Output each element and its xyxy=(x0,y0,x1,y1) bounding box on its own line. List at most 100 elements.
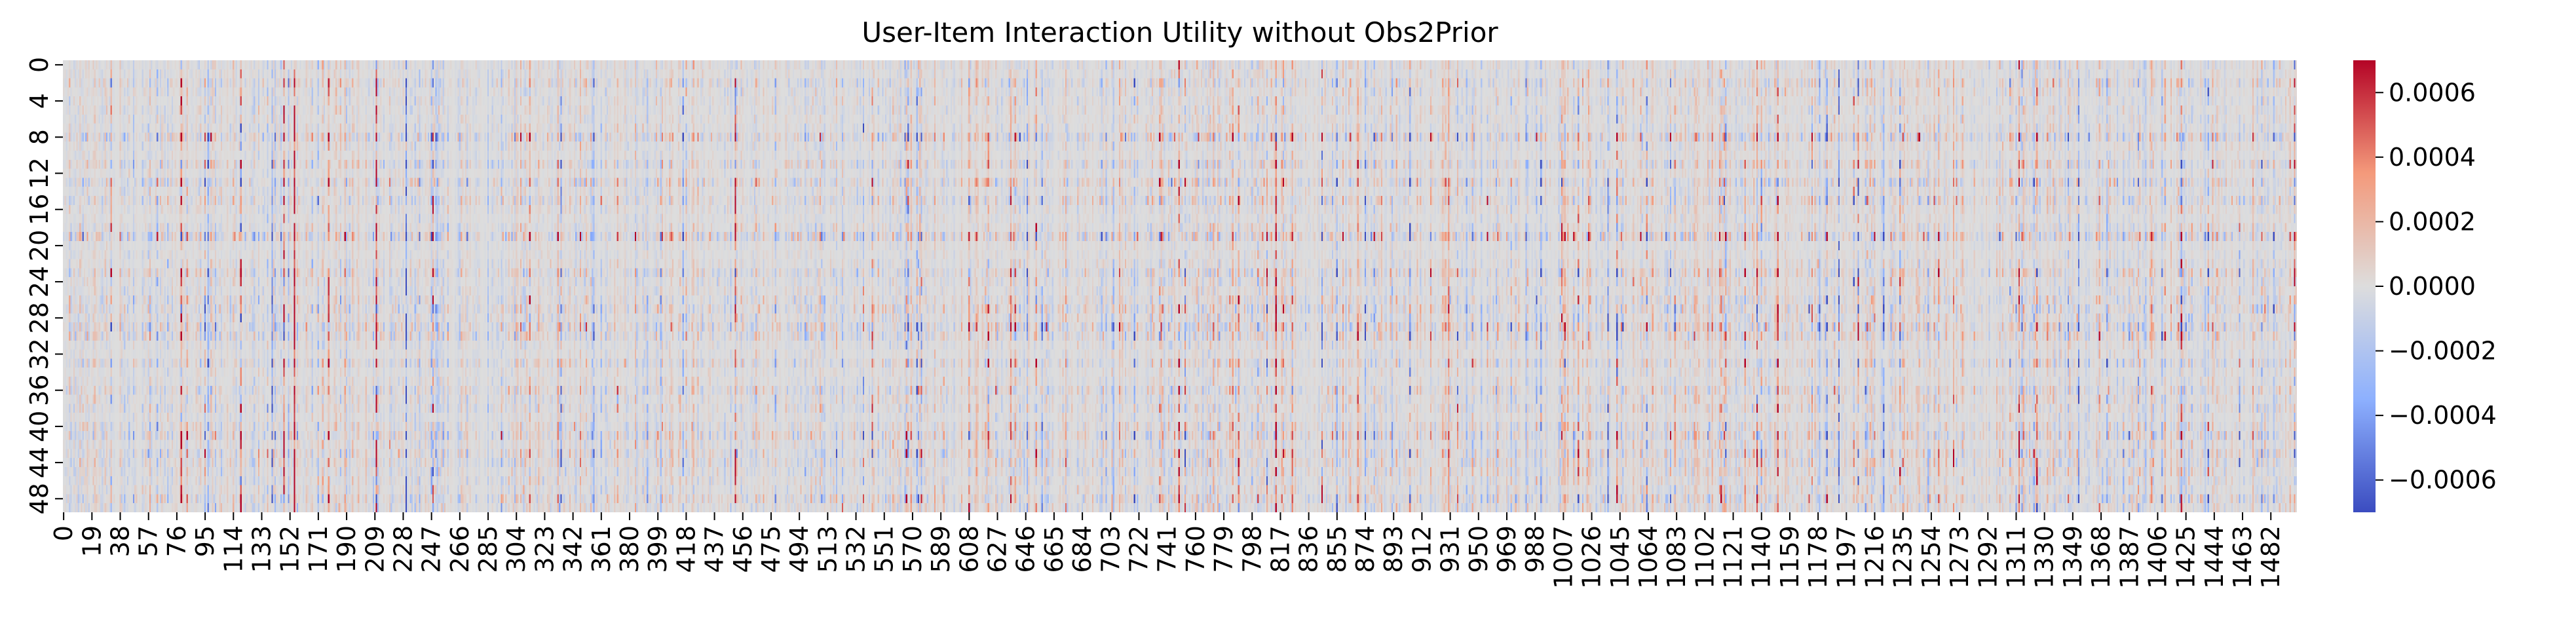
x-tick-label: 1406 xyxy=(2143,525,2172,589)
x-tick-label: 152 xyxy=(276,525,305,573)
x-tick-label: 988 xyxy=(1521,525,1549,573)
x-tick-label: 741 xyxy=(1153,525,1182,573)
x-tick-label: 95 xyxy=(191,525,219,557)
x-tick-label: 969 xyxy=(1492,525,1521,573)
x-tick-label: 570 xyxy=(898,525,927,573)
y-tick-label: 48 xyxy=(25,483,54,514)
x-tick-label: 1216 xyxy=(1861,525,1889,589)
x-tick-label: 19 xyxy=(77,525,106,557)
x-tick-label: 0 xyxy=(49,525,78,541)
x-tick-label: 76 xyxy=(162,525,191,557)
x-tick-label: 361 xyxy=(587,525,616,573)
y-tick-label: 44 xyxy=(25,447,54,478)
colorbar-gradient xyxy=(2353,60,2376,512)
x-tick-label: 513 xyxy=(813,525,842,573)
colorbar-tick-label: 0.0004 xyxy=(2389,143,2476,172)
y-tick-label: 4 xyxy=(25,93,54,109)
colorbar-tick-label: −0.0002 xyxy=(2389,337,2497,366)
y-tick-label: 28 xyxy=(25,302,54,333)
x-tick-label: 57 xyxy=(134,525,163,557)
x-tick-label: 817 xyxy=(1266,525,1295,573)
x-tick-label: 1292 xyxy=(1973,525,2002,589)
x-tick-label: 1482 xyxy=(2256,525,2285,589)
x-tick-label: 1349 xyxy=(2058,525,2087,589)
x-tick-label: 1121 xyxy=(1719,525,1748,589)
y-tick-label: 12 xyxy=(25,157,54,189)
x-tick-label: 1387 xyxy=(2115,525,2144,589)
colorbar-tick-label: −0.0004 xyxy=(2389,401,2497,430)
y-tick-label: 40 xyxy=(25,411,54,442)
x-tick-label: 1083 xyxy=(1662,525,1691,589)
y-tick-label: 36 xyxy=(25,375,54,406)
x-axis-ticks: 0 19 38 57 76 95 114 133 152 171 190 209 228 247 266 28… xyxy=(49,512,2285,589)
x-tick-label: 247 xyxy=(417,525,446,573)
x-tick-label: 703 xyxy=(1096,525,1125,573)
x-tick-label: 209 xyxy=(360,525,389,573)
x-tick-label: 1197 xyxy=(1832,525,1861,589)
x-tick-label: 475 xyxy=(757,525,786,573)
x-tick-label: 342 xyxy=(559,525,588,573)
x-tick-label: 190 xyxy=(332,525,361,573)
y-tick-label: 32 xyxy=(25,338,54,369)
x-tick-label: 1368 xyxy=(2087,525,2115,589)
x-tick-label: 1311 xyxy=(2001,525,2030,589)
x-tick-label: 855 xyxy=(1323,525,1352,573)
x-tick-label: 912 xyxy=(1407,525,1436,573)
x-tick-label: 285 xyxy=(474,525,502,573)
x-tick-label: 646 xyxy=(1012,525,1040,573)
y-tick-label: 8 xyxy=(25,129,54,145)
x-tick-label: 1235 xyxy=(1889,525,1918,589)
x-tick-label: 1273 xyxy=(1945,525,1974,589)
x-tick-label: 760 xyxy=(1181,525,1210,573)
x-tick-label: 1007 xyxy=(1549,525,1578,589)
x-tick-label: 228 xyxy=(388,525,417,573)
x-tick-label: 893 xyxy=(1379,525,1408,573)
x-tick-label: 1178 xyxy=(1804,525,1832,589)
x-tick-label: 665 xyxy=(1040,525,1069,573)
heatmap-area xyxy=(63,60,2297,512)
x-tick-label: 722 xyxy=(1124,525,1153,573)
x-tick-label: 627 xyxy=(983,525,1012,573)
x-tick-label: 266 xyxy=(445,525,474,573)
x-tick-label: 874 xyxy=(1351,525,1380,573)
x-tick-label: 304 xyxy=(502,525,531,573)
x-tick-label: 532 xyxy=(842,525,871,573)
x-tick-label: 1064 xyxy=(1634,525,1663,589)
x-tick-label: 950 xyxy=(1464,525,1493,573)
colorbar-tick-label: 0.0000 xyxy=(2389,272,2476,301)
x-tick-label: 1330 xyxy=(2030,525,2059,589)
y-tick-label: 20 xyxy=(25,230,54,261)
x-tick-label: 323 xyxy=(530,525,559,573)
colorbar-tick-label: 0.0006 xyxy=(2389,78,2476,107)
x-tick-label: 1463 xyxy=(2228,525,2257,589)
x-tick-label: 608 xyxy=(955,525,983,573)
y-tick-label: 16 xyxy=(25,194,54,225)
x-tick-label: 1444 xyxy=(2200,525,2229,589)
x-tick-label: 1102 xyxy=(1690,525,1719,589)
x-tick-label: 589 xyxy=(926,525,955,573)
x-tick-label: 684 xyxy=(1068,525,1097,573)
x-tick-label: 456 xyxy=(729,525,757,573)
x-tick-label: 931 xyxy=(1436,525,1465,573)
x-tick-label: 380 xyxy=(615,525,644,573)
x-tick-label: 551 xyxy=(870,525,899,573)
x-tick-label: 399 xyxy=(643,525,672,573)
x-tick-label: 1254 xyxy=(1917,525,1946,589)
x-tick-label: 494 xyxy=(785,525,814,573)
x-tick-label: 437 xyxy=(700,525,729,573)
x-tick-label: 1140 xyxy=(1747,525,1776,589)
x-tick-label: 114 xyxy=(219,525,248,573)
x-tick-label: 1159 xyxy=(1775,525,1804,589)
chart-title: User-Item Interaction Utility without Ob… xyxy=(862,16,1498,48)
colorbar-tick-label: 0.0002 xyxy=(2389,207,2476,236)
x-tick-label: 133 xyxy=(247,525,276,573)
x-tick-label: 38 xyxy=(106,525,135,557)
x-tick-label: 418 xyxy=(672,525,700,573)
y-tick-label: 0 xyxy=(25,57,54,73)
x-tick-label: 1026 xyxy=(1578,525,1606,589)
x-tick-label: 1425 xyxy=(2172,525,2201,589)
x-tick-label: 1045 xyxy=(1606,525,1635,589)
colorbar-tick-label: −0.0006 xyxy=(2389,466,2497,495)
